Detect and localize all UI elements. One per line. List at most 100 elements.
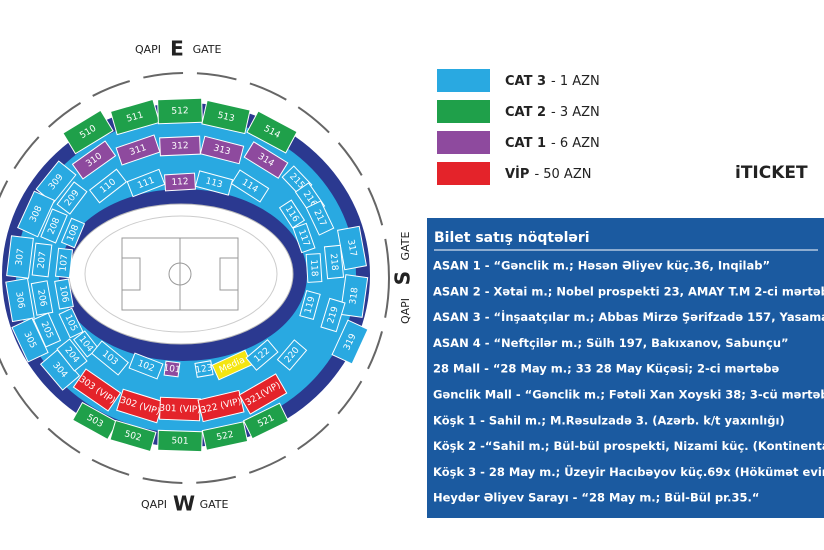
section-block <box>115 134 161 166</box>
section-block <box>305 200 335 236</box>
gate-west: QAPI W GATE <box>141 492 229 516</box>
section-label: 219 <box>326 305 341 325</box>
section-block <box>230 169 270 203</box>
section-block <box>17 190 55 238</box>
pitch-box <box>219 257 239 291</box>
section: 107 <box>54 247 74 279</box>
section: 123 <box>194 360 214 378</box>
section-block <box>91 340 129 376</box>
gate-right: GATE <box>399 232 412 261</box>
gate-right: GATE <box>193 43 222 56</box>
section-block <box>128 352 164 380</box>
gate-letter: S <box>391 271 415 285</box>
legend-entry: CAT 2 - 3 AZN <box>505 105 600 120</box>
sales-item: ASAN 1 - “Gənclik m.; Həsən Əliyev küç.3… <box>433 259 770 273</box>
gate-south: QAPI S GATE <box>391 232 415 325</box>
section: 114 <box>230 169 270 203</box>
section-block <box>245 339 279 371</box>
section-block <box>164 172 196 192</box>
section-block <box>199 135 245 165</box>
section: 218 <box>323 244 345 280</box>
section-block <box>109 98 161 136</box>
sales-item: ASAN 2 - Xətai m.; Nobel prospekti 23, A… <box>433 284 824 298</box>
sales-items: ASAN 1 - “Gənclik m.; Həsən Əliyev küç.3… <box>433 259 824 505</box>
section-label: 312 <box>171 141 189 152</box>
sales-item: ASAN 3 - “İnşaatçılar m.; Abbas Mirzə Şə… <box>433 309 824 324</box>
section: 118 <box>305 253 323 283</box>
section: 102 <box>128 352 164 380</box>
section: 309 <box>35 160 77 204</box>
section-block <box>54 278 74 310</box>
section-block <box>246 110 298 154</box>
sales-title: Bilet satış nöqtələri <box>434 230 590 246</box>
section: 103 <box>91 340 129 376</box>
legend-entry: CAT 1 - 6 AZN <box>505 136 600 151</box>
section-block <box>243 141 289 179</box>
section-block <box>157 429 203 453</box>
section-block <box>32 312 62 348</box>
section-block <box>72 368 122 412</box>
section-label: 218 <box>328 253 340 271</box>
section-block <box>5 277 35 323</box>
section-block <box>163 360 181 378</box>
section-label: 301 (VIP) <box>159 404 201 416</box>
section-label: 206 <box>35 289 48 308</box>
section: 117 <box>292 222 316 254</box>
section-block <box>331 319 369 365</box>
section: 321(VIP) <box>238 373 288 415</box>
section: 501 <box>157 429 203 453</box>
section-label: 106 <box>57 285 70 304</box>
legend-name: VİP <box>505 166 529 182</box>
section: 208 <box>40 208 68 244</box>
gate-left: QAPI <box>135 43 161 56</box>
section-block <box>276 339 308 371</box>
section: 521 <box>242 402 290 440</box>
section-label: 113 <box>204 176 223 190</box>
section-label: 501 <box>171 436 188 447</box>
section: 113 <box>194 170 234 196</box>
section-block <box>54 247 74 279</box>
section-label: 123 <box>195 363 214 376</box>
section: 307 <box>6 235 34 279</box>
section: 312 <box>159 135 201 157</box>
section: 116 <box>278 199 306 229</box>
section: 319 <box>331 319 369 365</box>
section-block <box>194 360 214 378</box>
sales-item: Köşk 1 - Sahil m.; M.Rəsulzadə 3. (Azərb… <box>433 413 785 427</box>
section-label: 306 <box>13 291 26 310</box>
section-block <box>339 274 369 318</box>
gate-left: QAPI <box>141 498 167 511</box>
section: 111 <box>126 168 166 198</box>
section: 317 <box>336 225 368 271</box>
section-label: 513 <box>216 111 235 125</box>
legend-swatch <box>437 69 490 92</box>
section: 206 <box>30 280 54 316</box>
section: 106 <box>54 278 74 310</box>
sales-item: Köşk 2 -“Sahil m.; Bül-bül prospekti, Ni… <box>433 439 824 453</box>
sales-item: Köşk 3 - 28 May m.; Üzeyir Hacıbəyov küç… <box>433 464 824 479</box>
section-block <box>292 222 316 254</box>
section: 209 <box>56 181 88 215</box>
sales-item: ASAN 4 - “Neftçilər m.; Sülh 197, Bakıxa… <box>433 336 789 350</box>
section: 311 <box>115 134 161 166</box>
legend: CAT 3 - 1 AZN CAT 2 - 3 AZN CAT 1 - 6 AZN VİP -… <box>437 69 600 185</box>
section-block <box>88 168 128 204</box>
section: 220 <box>276 339 308 371</box>
section: 204 <box>56 338 88 372</box>
section-block <box>305 253 323 283</box>
legend-price: - 3 AZN <box>551 105 600 120</box>
legend-entry: CAT 3 - 1 AZN <box>505 74 600 89</box>
sales-item: Heydər Əliyev Sarayı - “28 May m.; Bül-B… <box>433 491 759 505</box>
section-block <box>299 290 321 320</box>
section: 511 <box>109 98 161 136</box>
section-block <box>11 317 49 363</box>
gate-east: QAPI E GATE <box>135 37 222 61</box>
brand: iTICKET <box>735 163 808 183</box>
gate-left: QAPI <box>399 298 412 324</box>
legend-name: CAT 3 <box>505 74 546 89</box>
section-block <box>323 244 345 280</box>
legend-price: - 6 AZN <box>551 136 600 151</box>
section-label: 318 <box>348 287 360 306</box>
section-label: 112 <box>171 177 189 188</box>
